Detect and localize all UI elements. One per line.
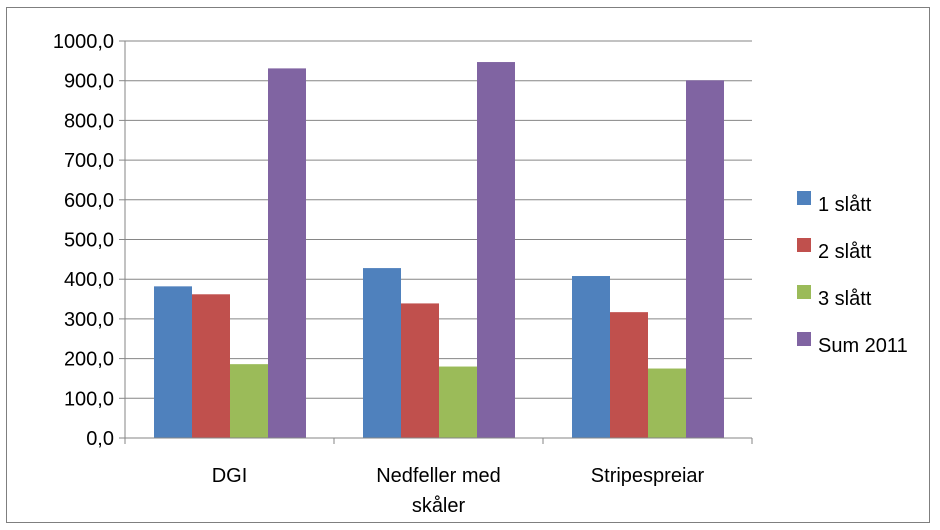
legend-swatch [797,238,811,252]
y-tick-label: 1000,0 [53,31,114,53]
y-tick-label: 0,0 [86,428,114,450]
bar-3-sltt [648,368,686,438]
x-category-label: Nedfeller med skåler [376,465,501,517]
y-axis-tick-labels: 0,0 100,0 200,0 300,0 400,0 500,0 600,0 700,0 80… [53,31,114,450]
y-tick-label: 400,0 [64,269,114,291]
bar-sum-2011 [477,62,515,438]
x-category-label-line: Nedfeller med [376,465,501,487]
legend-label: 1 slått [818,194,872,216]
y-tick-label: 700,0 [64,150,114,172]
bar-3-sltt [230,364,268,438]
legend-swatch [797,332,811,346]
y-tick-label: 500,0 [64,230,114,252]
x-category-label-line: Stripespreiar [591,465,705,487]
bar-sum-2011 [268,68,306,438]
bars [154,62,724,438]
x-category-label: DGI [212,465,248,487]
legend-label: 2 slått [818,241,872,263]
y-tick-label: 900,0 [64,71,114,93]
bar-sum-2011 [686,80,724,438]
y-tick-label: 800,0 [64,110,114,132]
legend-swatch [797,285,811,299]
bar-2-sltt [192,294,230,438]
bar-1-sltt [363,268,401,438]
bar-2-sltt [401,303,439,438]
bar-3-sltt [439,366,477,438]
bar-1-sltt [154,286,192,438]
y-tick-label: 100,0 [64,388,114,410]
x-category-label-line: DGI [212,465,248,487]
x-category-label: Stripespreiar [591,465,705,487]
y-tick-label: 200,0 [64,349,114,371]
bar-2-sltt [610,312,648,438]
legend-label: 3 slått [818,288,872,310]
legend-swatch [797,191,811,205]
x-axis-category-labels: DGI Nedfeller med skåler Stripespreiar [212,465,705,517]
axes [119,40,753,444]
y-tick-label: 600,0 [64,190,114,212]
x-category-label-line: skåler [412,495,466,517]
y-tick-label: 300,0 [64,309,114,331]
legend: 1 slått 2 slått 3 slått Sum 2011 [797,191,908,357]
bar-1-sltt [572,276,610,438]
legend-label: Sum 2011 [818,335,908,357]
